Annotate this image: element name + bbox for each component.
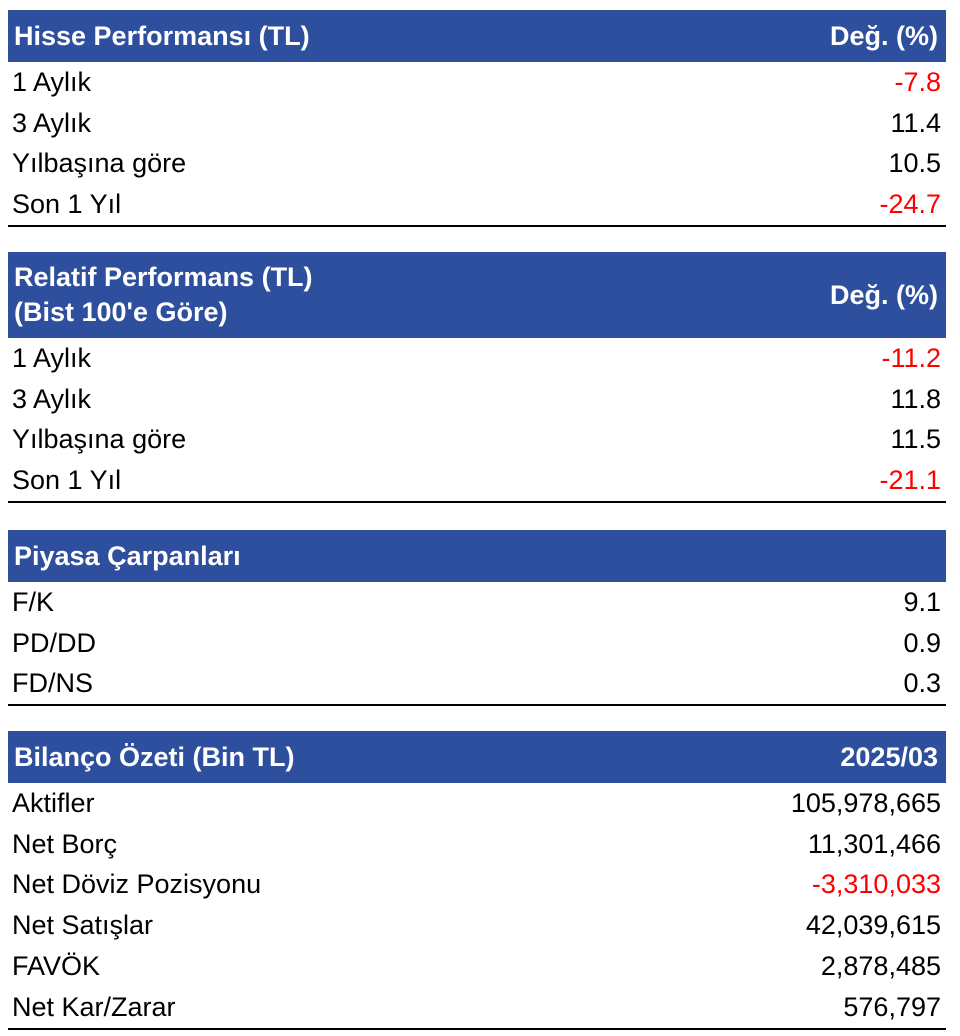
table-row: Yılbaşına göre 10.5 — [8, 144, 946, 185]
table-row: Son 1 Yıl -21.1 — [8, 460, 946, 501]
row-value: 2,878,485 — [820, 950, 941, 981]
row-label: Aktifler — [12, 787, 95, 818]
table-row: 1 Aylık -11.2 — [8, 338, 946, 379]
row-label: Son 1 Yıl — [12, 465, 122, 496]
table-row: Net Borç 11,301,466 — [8, 824, 946, 865]
bilanco-ozeti-title: Bilanço Özeti (Bin TL) — [14, 741, 295, 772]
table-row: Aktifler 105,978,665 — [8, 783, 946, 824]
hisse-performansi-rows: 1 Aylık -7.8 3 Aylık 11.4 Yılbaşına göre… — [8, 62, 946, 227]
row-value: -21.1 — [879, 465, 941, 496]
table-row: Net Döviz Pozisyonu -3,310,033 — [8, 865, 946, 906]
row-label: FAVÖK — [12, 950, 101, 981]
row-value: -24.7 — [879, 189, 941, 220]
row-value: 42,039,615 — [805, 910, 941, 941]
relatif-performans-title-line1: Relatif Performans (TL) — [14, 262, 313, 292]
bilanco-ozeti-rows: Aktifler 105,978,665 Net Borç 11,301,466… — [8, 783, 946, 1030]
bilanco-ozeti-header: Bilanço Özeti (Bin TL) 2025/03 — [8, 731, 946, 783]
bilanco-ozeti-table: Bilanço Özeti (Bin TL) 2025/03 Aktifler … — [8, 731, 946, 1030]
piyasa-carpanlari-table: Piyasa Çarpanları F/K 9.1 PD/DD 0.9 FD/N… — [8, 530, 946, 707]
row-label: Son 1 Yıl — [12, 189, 122, 220]
table-row: 3 Aylık 11.8 — [8, 379, 946, 420]
table-row: Son 1 Yıl -24.7 — [8, 184, 946, 225]
relatif-performans-table: Relatif Performans (TL) (Bist 100'e Göre… — [8, 252, 946, 503]
table-row: FD/NS 0.3 — [8, 664, 946, 705]
relatif-performans-title: Relatif Performans (TL) (Bist 100'e Göre… — [14, 260, 313, 330]
row-value: 11.4 — [890, 107, 941, 138]
table-row: Net Satışlar 42,039,615 — [8, 905, 946, 946]
row-value: 11,301,466 — [807, 828, 941, 859]
table-row: Yılbaşına göre 11.5 — [8, 420, 946, 461]
hisse-performansi-col-header: Değ. (%) — [830, 20, 938, 51]
table-row: Net Kar/Zarar 576,797 — [8, 987, 946, 1028]
row-value: 0.3 — [903, 668, 941, 699]
row-label: 3 Aylık — [12, 383, 92, 414]
relatif-performans-col-header: Değ. (%) — [830, 279, 938, 310]
row-label: Net Satışlar — [12, 910, 154, 941]
hisse-performansi-table: Hisse Performansı (TL) Değ. (%) 1 Aylık … — [8, 10, 946, 227]
hisse-performansi-header: Hisse Performansı (TL) Değ. (%) — [8, 10, 946, 62]
row-value: 576,797 — [843, 991, 941, 1022]
table-row: PD/DD 0.9 — [8, 623, 946, 664]
piyasa-carpanlari-title: Piyasa Çarpanları — [14, 540, 241, 571]
row-label: FD/NS — [12, 668, 93, 699]
row-value: 10.5 — [888, 148, 941, 179]
row-label: Yılbaşına göre — [12, 424, 187, 455]
row-label: Yılbaşına göre — [12, 148, 187, 179]
row-label: 1 Aylık — [12, 66, 92, 97]
row-label: 3 Aylık — [12, 107, 92, 138]
table-row: 1 Aylık -7.8 — [8, 62, 946, 103]
table-row: FAVÖK 2,878,485 — [8, 946, 946, 987]
hisse-performansi-title: Hisse Performansı (TL) — [14, 20, 310, 51]
row-value: -7.8 — [894, 66, 941, 97]
row-value: -11.2 — [881, 342, 941, 373]
relatif-performans-title-line2: (Bist 100'e Göre) — [14, 297, 228, 327]
row-value: 11.8 — [890, 383, 941, 414]
row-value: 105,978,665 — [790, 787, 941, 818]
row-label: PD/DD — [12, 627, 97, 658]
bilanco-ozeti-col-header: 2025/03 — [840, 741, 938, 772]
table-row: 3 Aylık 11.4 — [8, 103, 946, 144]
row-value: -3,310,033 — [811, 869, 941, 900]
relatif-performans-rows: 1 Aylık -11.2 3 Aylık 11.8 Yılbaşına gör… — [8, 338, 946, 503]
piyasa-carpanlari-header: Piyasa Çarpanları — [8, 530, 946, 582]
row-label: Net Döviz Pozisyonu — [12, 869, 262, 900]
row-value: 0.9 — [903, 627, 941, 658]
table-row: F/K 9.1 — [8, 582, 946, 623]
row-label: Net Kar/Zarar — [12, 991, 176, 1022]
row-label: F/K — [12, 586, 55, 617]
row-value: 9.1 — [903, 586, 941, 617]
row-label: Net Borç — [12, 828, 118, 859]
relatif-performans-header: Relatif Performans (TL) (Bist 100'e Göre… — [8, 252, 946, 338]
row-value: 11.5 — [890, 424, 941, 455]
row-label: 1 Aylık — [12, 342, 92, 373]
piyasa-carpanlari-rows: F/K 9.1 PD/DD 0.9 FD/NS 0.3 — [8, 582, 946, 707]
